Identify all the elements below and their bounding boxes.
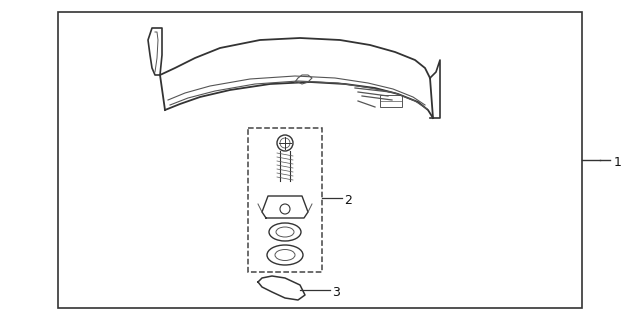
Bar [58,12,582,308]
Text: 2: 2 [344,195,352,207]
Bar [248,128,322,272]
Text: 1: 1 [614,157,622,169]
Bar [380,95,402,107]
Text: 3: 3 [332,286,340,300]
